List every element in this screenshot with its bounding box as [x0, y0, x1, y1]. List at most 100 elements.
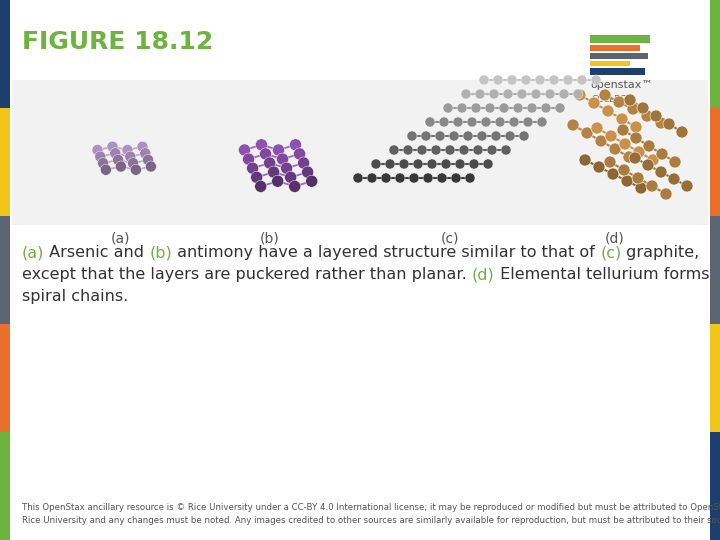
Circle shape: [591, 122, 603, 134]
Circle shape: [521, 75, 531, 85]
Circle shape: [624, 94, 636, 106]
Circle shape: [509, 117, 519, 127]
Circle shape: [395, 173, 405, 183]
Circle shape: [641, 110, 653, 122]
Circle shape: [238, 144, 251, 156]
Circle shape: [491, 131, 501, 141]
Circle shape: [655, 117, 667, 129]
Circle shape: [581, 127, 593, 139]
Circle shape: [127, 158, 138, 168]
Circle shape: [495, 117, 505, 127]
Circle shape: [437, 173, 447, 183]
Circle shape: [427, 159, 437, 169]
Circle shape: [595, 135, 607, 147]
Circle shape: [619, 138, 631, 150]
Circle shape: [243, 153, 255, 165]
Circle shape: [421, 131, 431, 141]
Circle shape: [443, 103, 453, 113]
Bar: [710, 324, 720, 432]
Circle shape: [531, 89, 541, 99]
Circle shape: [537, 117, 547, 127]
Circle shape: [367, 173, 377, 183]
Circle shape: [451, 173, 461, 183]
Circle shape: [115, 161, 127, 172]
Bar: [590, 45, 640, 51]
Circle shape: [655, 166, 667, 178]
Circle shape: [617, 124, 629, 136]
Circle shape: [457, 103, 467, 113]
Circle shape: [627, 103, 639, 115]
Circle shape: [616, 113, 628, 125]
Bar: [0, 108, 10, 216]
Circle shape: [487, 145, 497, 155]
Text: except that the layers are puckered rather than planar.: except that the layers are puckered rath…: [22, 267, 472, 282]
Text: (a): (a): [110, 232, 130, 246]
Bar: [710, 0, 720, 108]
Circle shape: [527, 103, 537, 113]
Circle shape: [306, 175, 318, 187]
Bar: [12, 80, 708, 225]
Circle shape: [461, 89, 471, 99]
Text: openstax™: openstax™: [590, 80, 652, 90]
Text: (a): (a): [22, 245, 45, 260]
Circle shape: [646, 180, 658, 192]
Circle shape: [676, 126, 688, 138]
Circle shape: [413, 159, 423, 169]
Circle shape: [613, 96, 625, 108]
Circle shape: [591, 75, 601, 85]
Circle shape: [441, 159, 451, 169]
Circle shape: [251, 171, 263, 183]
Circle shape: [630, 132, 642, 144]
Text: (c): (c): [441, 232, 459, 246]
Circle shape: [302, 166, 314, 178]
Circle shape: [618, 164, 630, 176]
Circle shape: [140, 148, 150, 159]
Circle shape: [439, 117, 449, 127]
Circle shape: [623, 151, 635, 163]
Circle shape: [449, 131, 459, 141]
Circle shape: [604, 156, 616, 168]
Circle shape: [501, 145, 511, 155]
Circle shape: [255, 180, 266, 192]
Circle shape: [563, 75, 573, 85]
Circle shape: [475, 89, 485, 99]
Text: (b): (b): [260, 232, 280, 246]
Bar: [0, 216, 10, 324]
Circle shape: [284, 171, 297, 183]
Text: COLLEGE: COLLEGE: [591, 95, 633, 104]
Circle shape: [574, 89, 586, 101]
Circle shape: [663, 118, 675, 130]
Circle shape: [629, 152, 641, 164]
Circle shape: [573, 89, 583, 99]
Circle shape: [549, 75, 559, 85]
Circle shape: [455, 159, 465, 169]
Text: This OpenStax ancillary resource is © Rice University under a CC-BY 4.0 Internat: This OpenStax ancillary resource is © Ri…: [22, 503, 720, 525]
Circle shape: [389, 145, 399, 155]
Circle shape: [246, 162, 258, 174]
Circle shape: [399, 159, 409, 169]
Text: spiral chains.: spiral chains.: [22, 289, 128, 304]
Circle shape: [100, 164, 112, 176]
Circle shape: [577, 75, 587, 85]
Circle shape: [281, 162, 292, 174]
Circle shape: [660, 188, 672, 200]
Bar: [0, 432, 10, 540]
Text: Arsenic and: Arsenic and: [45, 245, 150, 260]
Circle shape: [431, 145, 441, 155]
Bar: [590, 68, 645, 75]
Circle shape: [453, 117, 463, 127]
Text: (b): (b): [150, 245, 172, 260]
Circle shape: [107, 141, 118, 152]
Circle shape: [463, 131, 473, 141]
Circle shape: [588, 97, 600, 109]
Circle shape: [92, 145, 103, 156]
Circle shape: [465, 173, 475, 183]
Circle shape: [602, 105, 614, 117]
Circle shape: [632, 172, 644, 184]
Circle shape: [493, 75, 503, 85]
Circle shape: [483, 159, 493, 169]
Circle shape: [545, 89, 555, 99]
Circle shape: [417, 145, 427, 155]
Bar: [590, 53, 648, 59]
Circle shape: [385, 159, 395, 169]
